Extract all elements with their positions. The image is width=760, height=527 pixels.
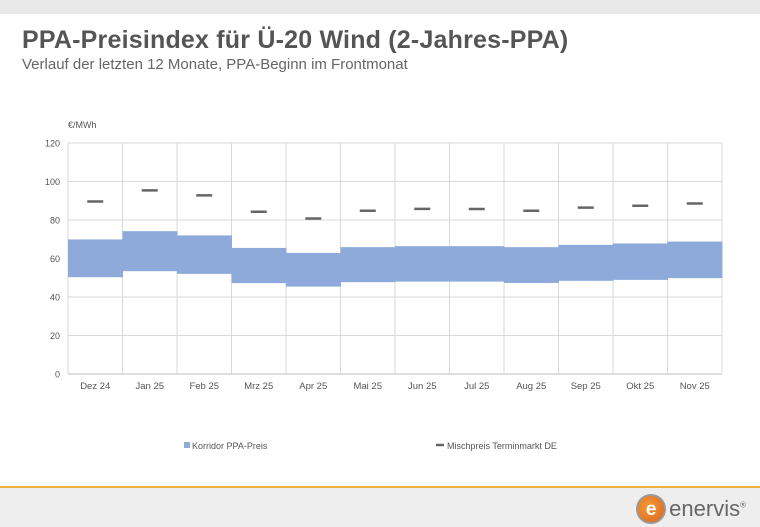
- corridor-bar: [504, 247, 559, 283]
- legend-label-corridor: Korridor PPA-Preis: [192, 441, 268, 451]
- chart: €/MWh 0 20 40 60 80 100 120 Dez 24 Jan 25 Feb 25 Mr…: [45, 120, 723, 451]
- x-tick-label: Mrz 25: [244, 381, 273, 392]
- page-subtitle: Verlauf der letzten 12 Monate, PPA-Begin…: [22, 56, 408, 73]
- corridor-bar: [122, 231, 178, 272]
- corridor-bar: [613, 243, 668, 280]
- x-tick-label: Apr 25: [299, 381, 327, 392]
- logo-reg: ®: [740, 500, 746, 510]
- corridor-bar: [177, 235, 232, 274]
- corridor-bar: [340, 247, 396, 283]
- x-tick-label: Feb 25: [189, 381, 219, 392]
- corridor-bar: [395, 246, 450, 282]
- y-tick-label: 60: [50, 254, 60, 264]
- logo-mark: e: [636, 494, 667, 524]
- y-tick-label: 100: [45, 177, 60, 187]
- corridor-bar: [667, 241, 723, 279]
- legend-swatch-corridor: [184, 442, 190, 448]
- y-tick-label: 40: [50, 293, 60, 303]
- footer: e enervis®: [0, 486, 760, 527]
- x-tick-label: Dez 24: [80, 381, 110, 392]
- corridor-bar: [286, 252, 341, 287]
- x-tick-label: Okt 25: [626, 381, 654, 392]
- corridor-bar: [558, 244, 614, 281]
- x-tick-label: Jun 25: [408, 381, 437, 392]
- y-tick-label: 120: [45, 139, 60, 149]
- top-bar: [0, 0, 760, 14]
- x-tick-label: Nov 25: [680, 381, 710, 392]
- y-tick-label: 20: [50, 331, 60, 341]
- y-tick-label: 0: [55, 370, 60, 380]
- x-tick-label: Sep 25: [571, 381, 601, 392]
- corridor-bar: [449, 246, 505, 282]
- legend-label-mischpreis: Mischpreis Terminmarkt DE: [447, 441, 557, 451]
- logo-text: enervis: [669, 496, 741, 521]
- x-tick-label: Jan 25: [135, 381, 164, 392]
- corridor-bar: [231, 247, 287, 284]
- y-axis-label: €/MWh: [68, 120, 97, 130]
- x-tick-label: Aug 25: [516, 381, 546, 392]
- y-tick-label: 80: [50, 216, 60, 226]
- enervis-logo: e enervis®: [636, 494, 746, 524]
- page-title: PPA-Preisindex für Ü-20 Wind (2-Jahres-P…: [22, 26, 569, 54]
- x-tick-label: Mai 25: [353, 381, 382, 392]
- corridor-bar: [68, 239, 123, 278]
- x-tick-label: Jul 25: [464, 381, 489, 392]
